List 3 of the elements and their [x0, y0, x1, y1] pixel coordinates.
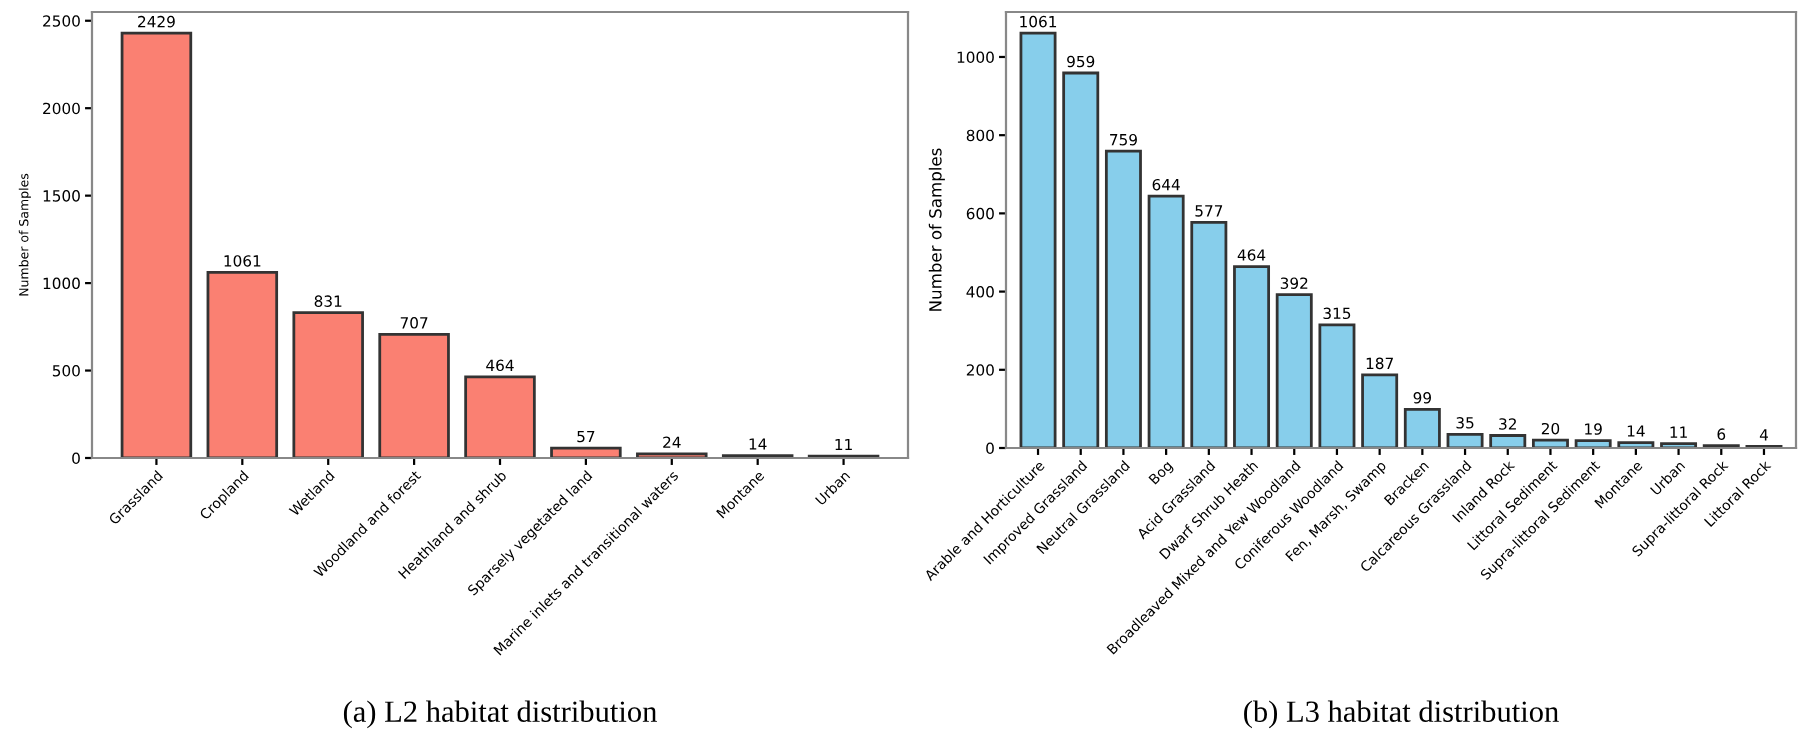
y-axis-title: Number of Samples	[928, 148, 945, 311]
text: (a) L2 habitat distribution	[343, 700, 657, 729]
text: (b) L3 habitat distribution	[1244, 700, 1559, 729]
